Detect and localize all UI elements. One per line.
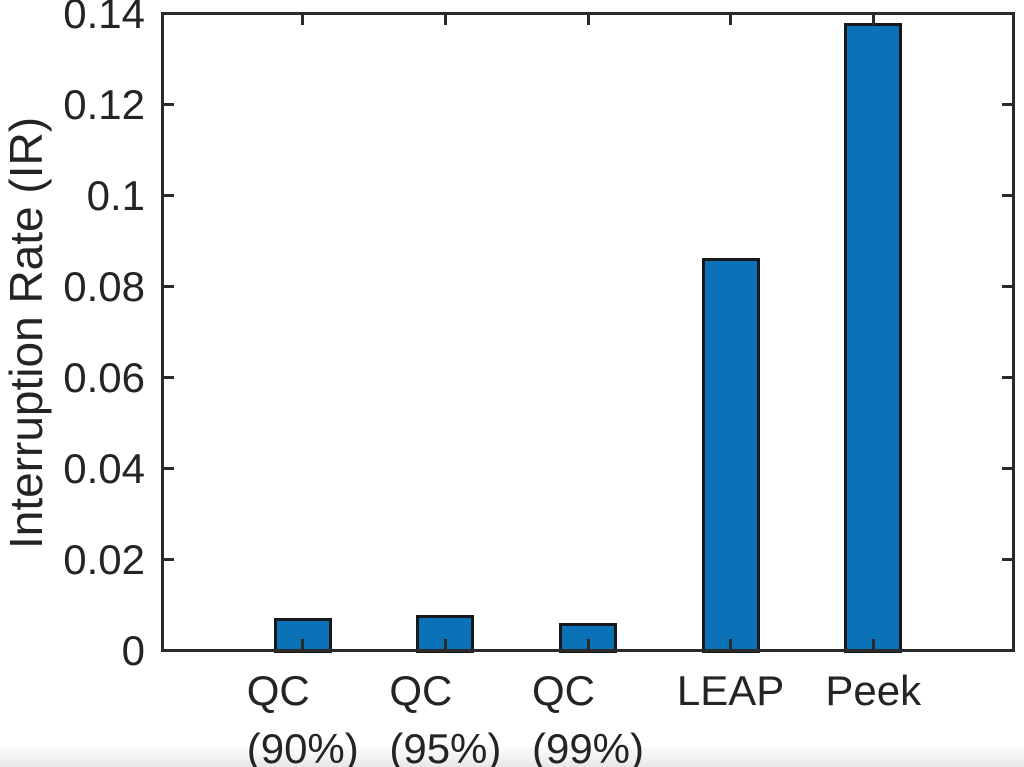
x-tick-top (871, 15, 875, 25)
y-tick-label: 0.12 (63, 80, 145, 128)
y-tick-right (1002, 376, 1012, 379)
x-tick-label: QC (90%) (246, 667, 359, 767)
y-tick-right (1002, 194, 1012, 197)
x-tick-label: Peek (825, 667, 922, 714)
x-tick-bottom (586, 639, 590, 649)
axes-box (161, 12, 1015, 652)
y-tick-label: 0.06 (63, 353, 145, 401)
x-tick-label: QC (99%) (531, 667, 645, 767)
y-tick-left (164, 376, 174, 379)
y-tick-left (164, 103, 174, 106)
y-tick-label: 0 (121, 626, 145, 674)
y-tick-label: 0.02 (63, 535, 145, 583)
y-tick-label: 0.14 (63, 0, 145, 37)
y-tick-right (1002, 558, 1012, 561)
y-tick-label: 0.04 (63, 444, 145, 492)
x-tick-top (301, 15, 305, 25)
x-tick-bottom (443, 639, 447, 649)
x-tick-top (443, 15, 447, 25)
bar-peek (844, 22, 903, 653)
y-tick-label: 0.08 (63, 262, 145, 310)
x-tick-bottom (729, 639, 733, 649)
y-tick-left (164, 467, 174, 470)
x-tick-bottom (301, 639, 305, 649)
x-tick-bottom (871, 639, 875, 649)
y-tick-right (1002, 467, 1012, 470)
y-tick-right (1002, 103, 1012, 106)
y-tick-label: 0.1 (86, 171, 145, 219)
y-tick-left (164, 194, 174, 197)
x-tick-label: QC (95%) (389, 667, 502, 767)
x-tick-top (586, 15, 590, 25)
x-tick-label: LEAP (676, 667, 785, 714)
page-bottom-strip (0, 748, 1024, 767)
y-tick-left (164, 285, 174, 288)
bar-leap (701, 257, 760, 653)
y-tick-left (164, 558, 174, 561)
x-tick-top (729, 15, 733, 25)
y-tick-right (1002, 285, 1012, 288)
